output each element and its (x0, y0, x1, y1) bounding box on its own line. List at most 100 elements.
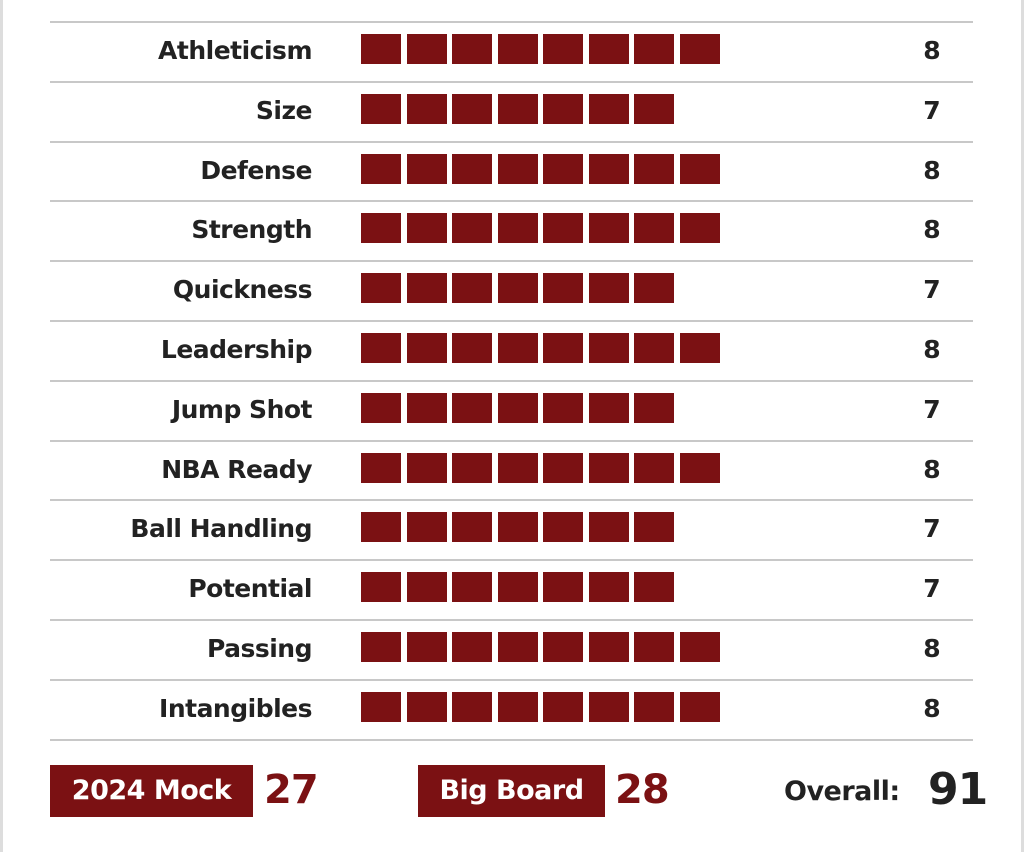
rating-block (406, 632, 447, 662)
rating-block (406, 153, 447, 184)
rating-label: Leadership (160, 335, 313, 364)
rating-block (634, 34, 674, 64)
mock-value: 27 (264, 767, 319, 813)
overall-label: Overall: (784, 776, 900, 807)
rating-value: 7 (923, 514, 941, 544)
rating-block (497, 93, 538, 124)
rating-block (497, 273, 538, 304)
rating-block (497, 213, 538, 244)
rating-block (543, 333, 583, 363)
rating-block (543, 392, 583, 423)
rating-value: 8 (923, 335, 941, 364)
rating-block (497, 34, 538, 64)
rating-block (634, 333, 674, 363)
rating-label: Athleticism (158, 36, 312, 65)
mock-label: 2024 Mock (50, 765, 253, 817)
rating-block (361, 93, 401, 124)
rating-block (406, 34, 447, 64)
board-label: Big Board (418, 765, 605, 817)
rating-block (634, 452, 674, 483)
rating-value: 8 (923, 634, 941, 663)
rating-block (679, 452, 720, 483)
row-divider (50, 499, 973, 502)
rating-block (543, 452, 583, 483)
rating-block (634, 153, 674, 184)
rating-label: Strength (191, 215, 312, 245)
rating-value: 7 (923, 574, 941, 604)
rating-block (406, 273, 447, 304)
rating-label: Potential (188, 574, 312, 604)
rating-block (361, 392, 401, 423)
right-edge (1021, 0, 1024, 852)
rating-block (543, 273, 583, 304)
rating-label: Size (255, 95, 313, 125)
rating-block (543, 213, 583, 244)
rating-block (634, 691, 674, 722)
rating-block (452, 632, 492, 662)
row-divider (50, 738, 973, 741)
rating-block (543, 691, 583, 722)
rating-label: Jump Shot (171, 394, 313, 424)
rating-block (452, 572, 492, 603)
rating-value: 8 (923, 36, 941, 65)
rating-value: 8 (923, 454, 941, 484)
row-divider (50, 678, 973, 681)
rating-block (588, 572, 629, 603)
rating-block (361, 691, 401, 722)
rating-block (406, 213, 447, 244)
rating-block (588, 632, 629, 662)
rating-block (452, 452, 492, 483)
rating-block (361, 512, 401, 543)
rating-block (497, 333, 538, 363)
rating-block (634, 93, 674, 124)
rating-block (679, 333, 720, 363)
rating-block (588, 512, 629, 543)
rating-block (634, 213, 674, 244)
rating-block (497, 392, 538, 423)
rating-label: Intangibles (159, 693, 312, 723)
rating-value: 7 (923, 394, 941, 424)
rating-block (406, 93, 447, 124)
rating-value: 8 (923, 215, 941, 245)
rating-block (361, 213, 401, 244)
rating-block (452, 273, 492, 304)
rating-label: Defense (200, 155, 312, 185)
rating-block (406, 512, 447, 543)
rating-block (679, 691, 720, 722)
board-value: 28 (615, 767, 670, 813)
row-divider (50, 439, 973, 442)
rating-value: 8 (923, 693, 941, 723)
rating-block (452, 213, 492, 244)
rating-block (361, 153, 401, 184)
rating-block (406, 392, 447, 423)
rating-block (452, 512, 492, 543)
rating-block (361, 34, 401, 64)
rating-block (361, 273, 401, 304)
rating-block (588, 452, 629, 483)
rating-label: NBA Ready (161, 454, 312, 484)
rating-block (406, 452, 447, 483)
rating-block (497, 512, 538, 543)
rating-block (588, 392, 629, 423)
rating-block (361, 632, 401, 662)
rating-label: Passing (206, 634, 313, 663)
rating-label: Quickness (172, 275, 313, 305)
rating-block (452, 333, 492, 363)
rating-block (634, 512, 674, 543)
rating-block (543, 512, 583, 543)
rating-block (497, 632, 538, 662)
rating-block (588, 34, 629, 64)
rating-block (543, 632, 583, 662)
rating-block (452, 153, 492, 184)
rating-block (452, 93, 492, 124)
overall-value: 91 (928, 764, 988, 815)
rating-block (543, 153, 583, 184)
row-divider (50, 320, 973, 322)
rating-block (588, 691, 629, 722)
rating-value: 8 (923, 155, 941, 185)
row-divider (50, 140, 973, 143)
row-divider (50, 379, 973, 382)
rating-block (679, 153, 720, 184)
rating-block (497, 452, 538, 483)
